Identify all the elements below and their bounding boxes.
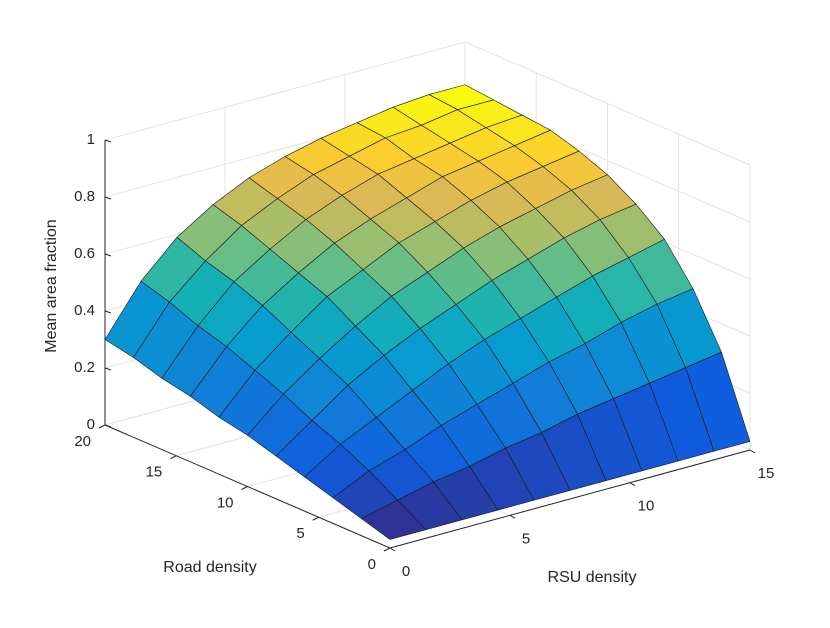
y-tick-label: 0 [368, 556, 376, 573]
z-tick-label: 0.2 [74, 359, 95, 376]
y-tick [98, 424, 106, 429]
y-tick-label: 20 [74, 433, 91, 450]
x-tick [509, 514, 516, 519]
surface-patch [361, 499, 427, 540]
grid-line [464, 41, 751, 166]
y-tick-label: 15 [146, 464, 163, 481]
z-tick [104, 367, 112, 371]
y-tick [312, 516, 319, 521]
y-tick [241, 486, 248, 490]
x-tick-label: 10 [638, 498, 655, 515]
y-tick-label: 5 [296, 525, 304, 542]
grid-line [104, 41, 466, 141]
z-tick-label: 0.6 [74, 245, 95, 262]
z-tick-label: 0.4 [74, 302, 95, 319]
x-axis-line [389, 449, 751, 549]
z-tick-label: 1 [87, 131, 95, 148]
z-tick-label: 0.8 [74, 188, 95, 205]
x-tick-label: 5 [522, 530, 530, 547]
z-tick-label: 0 [87, 416, 95, 433]
z-tick [104, 253, 112, 257]
y-axis-label: Road density [163, 559, 256, 576]
y-tick-label: 10 [217, 494, 234, 511]
x-axis-label: RSU density [548, 569, 637, 586]
z-tick [104, 310, 112, 314]
x-tick-label: 0 [402, 563, 410, 580]
x-tick-label: 15 [758, 465, 775, 482]
y-tick [383, 547, 391, 552]
z-tick [104, 424, 112, 428]
x-tick [389, 547, 396, 552]
x-tick [749, 449, 756, 454]
z-axis-label: Mean area fraction [43, 219, 60, 352]
z-tick [104, 139, 112, 143]
y-tick [170, 455, 177, 460]
x-tick [629, 482, 636, 487]
z-tick [104, 196, 112, 200]
